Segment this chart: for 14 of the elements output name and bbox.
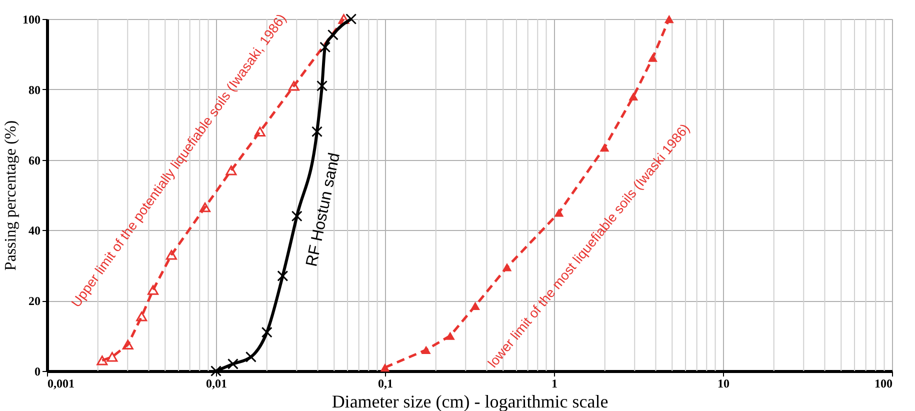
y-tick-label: 0 xyxy=(34,364,40,378)
y-tick-label: 20 xyxy=(28,294,40,308)
y-tick-label: 60 xyxy=(28,153,40,168)
x-tick-label: 1 xyxy=(552,376,558,390)
y-tick-label: 40 xyxy=(28,224,40,238)
x-tick-label: 0,001 xyxy=(48,376,74,390)
x-tick-label: 0,01 xyxy=(206,376,227,390)
y-tick-label: 80 xyxy=(28,82,40,97)
text: RF Hostun sand xyxy=(304,151,344,268)
y-tick-label: 100 xyxy=(22,12,40,26)
y-axis-title: Passing percentage (%) xyxy=(2,120,20,271)
x-tick-label: 0,1 xyxy=(378,376,393,390)
x-tick-label: 10 xyxy=(718,376,730,390)
x-tick-label: 100 xyxy=(874,376,892,390)
